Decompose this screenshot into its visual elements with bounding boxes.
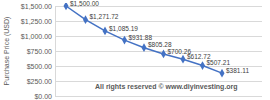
chart: $0.00 $250.00 $500.00 $750.00 $1,000.00 $1,25… — [0, 0, 270, 100]
y-tick-label: $0.00 — [34, 93, 52, 100]
y-tick-label: $1,250.00 — [21, 18, 52, 25]
grid-line — [55, 81, 262, 82]
data-point — [200, 61, 205, 70]
annotation: All rights reserved © www.diyinvesting.o… — [95, 83, 238, 91]
plot-area — [63, 3, 224, 77]
y-tick-label: $250.00 — [27, 78, 52, 85]
data-point — [219, 69, 224, 78]
y-tick-label: $500.00 — [27, 63, 52, 70]
data-label: $381.11 — [226, 67, 249, 74]
data-label: $1,085.19 — [109, 25, 138, 32]
y-tick: $1,500.00 — [21, 3, 55, 10]
data-label: $507.21 — [207, 59, 231, 66]
data-label: $931.88 — [129, 34, 153, 41]
y-axis: $0.00 $250.00 $500.00 $750.00 $1,000.00 $1,25… — [21, 3, 56, 100]
x-axis-line — [67, 96, 223, 97]
data-point — [83, 15, 88, 24]
y-tick: $500.00 — [27, 63, 55, 70]
data-line — [66, 6, 222, 73]
y-tick: $1,250.00 — [21, 18, 55, 25]
data-point — [63, 3, 68, 10]
y-tick: $0.00 — [34, 93, 55, 100]
grid-line — [55, 96, 262, 97]
grid — [55, 6, 262, 96]
y-tick-label: $1,500.00 — [21, 3, 52, 10]
x-axis — [67, 96, 223, 98]
y-axis-line — [55, 7, 56, 97]
data-point — [180, 55, 185, 64]
data-labels: $1,500.00$1,271.72$1,085.19$931.88$805.2… — [70, 0, 249, 74]
y-tick-label: $1,000.00 — [21, 33, 52, 40]
y-axis-title: Purchase Price (USD) — [3, 17, 11, 86]
data-point — [122, 36, 127, 45]
y-tick: $250.00 — [27, 78, 55, 85]
grid-line — [55, 51, 262, 52]
data-point — [102, 27, 107, 36]
data-label: $1,271.72 — [90, 13, 119, 20]
y-tick: $1,000.00 — [21, 33, 55, 40]
data-point — [161, 50, 166, 59]
y-tick: $750.00 — [27, 48, 55, 55]
grid-line — [55, 36, 262, 37]
y-tick-label: $750.00 — [27, 48, 52, 55]
data-point — [141, 43, 146, 52]
data-label: $1,500.00 — [70, 0, 99, 7]
